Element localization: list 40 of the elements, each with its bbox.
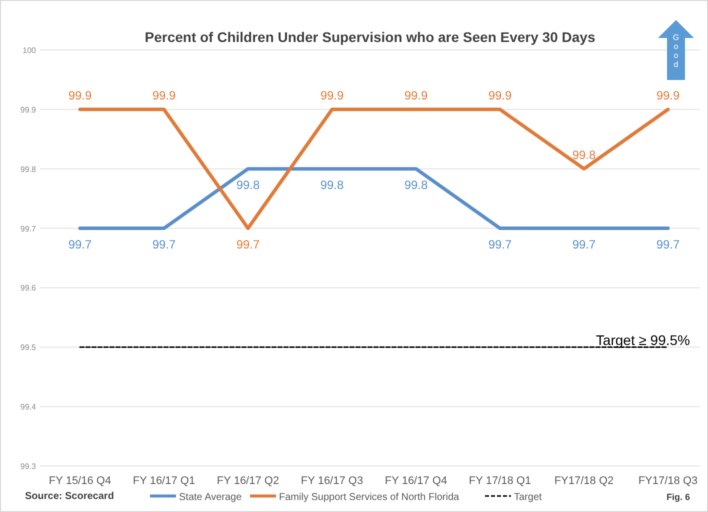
data-label: 99.7 <box>236 237 260 252</box>
data-label: 99.9 <box>404 88 428 102</box>
y-tick-label: 99.7 <box>20 224 37 234</box>
data-label: 99.9 <box>68 88 92 102</box>
x-tick-label: FY 16/17 Q2 <box>216 475 280 487</box>
x-tick-label: FY 16/17 Q1 <box>132 475 196 487</box>
data-label: 99.7 <box>656 237 680 252</box>
data-label: 99.9 <box>656 88 680 102</box>
source-note: Source: Scorecard <box>25 491 114 502</box>
data-label: 99.9 <box>320 88 344 102</box>
x-tick-label: FY 16/17 Q4 <box>384 475 448 487</box>
data-label: 99.7 <box>488 237 512 252</box>
legend-label: Target <box>514 492 542 503</box>
x-tick-label: FY 16/17 Q3 <box>300 475 364 487</box>
caption: Fig. 6 <box>666 492 690 502</box>
data-label: 99.7 <box>68 237 92 252</box>
x-tick-label: FY 15/16 Q4 <box>48 475 112 487</box>
data-label: 99.8 <box>236 178 260 192</box>
y-tick-label: 99.5 <box>20 343 37 352</box>
data-label: 99.8 <box>320 178 344 192</box>
x-tick-label: FY17/18 Q3 <box>638 475 698 487</box>
chart-title: Percent of Children Under Supervision who are Seen Every 30 Days <box>144 29 596 45</box>
y-tick-label: 99.4 <box>20 402 37 412</box>
data-label: 99.7 <box>152 237 176 252</box>
y-tick-label: 99.6 <box>20 284 37 293</box>
y-tick-label: 99.9 <box>20 105 37 114</box>
x-tick-label: FY 17/18 Q1 <box>468 475 532 487</box>
y-tick-label: 99.8 <box>20 164 37 174</box>
y-tick-label: 99.3 <box>20 462 37 471</box>
data-label: 99.7 <box>572 237 596 252</box>
data-label: 99.9 <box>488 88 512 102</box>
annotation: Good <box>672 33 680 69</box>
x-tick-label: FY17/18 Q2 <box>554 475 614 487</box>
legend-label: Family Support Services of North Florida <box>279 492 460 503</box>
data-label: 99.8 <box>404 178 428 192</box>
legend-label: State Average <box>179 492 242 503</box>
data-label: 99.9 <box>152 88 176 102</box>
annotation: Target ≥ 99.5% <box>596 332 690 348</box>
data-label: 99.8 <box>572 148 596 162</box>
y-tick-label: 100 <box>22 46 37 55</box>
